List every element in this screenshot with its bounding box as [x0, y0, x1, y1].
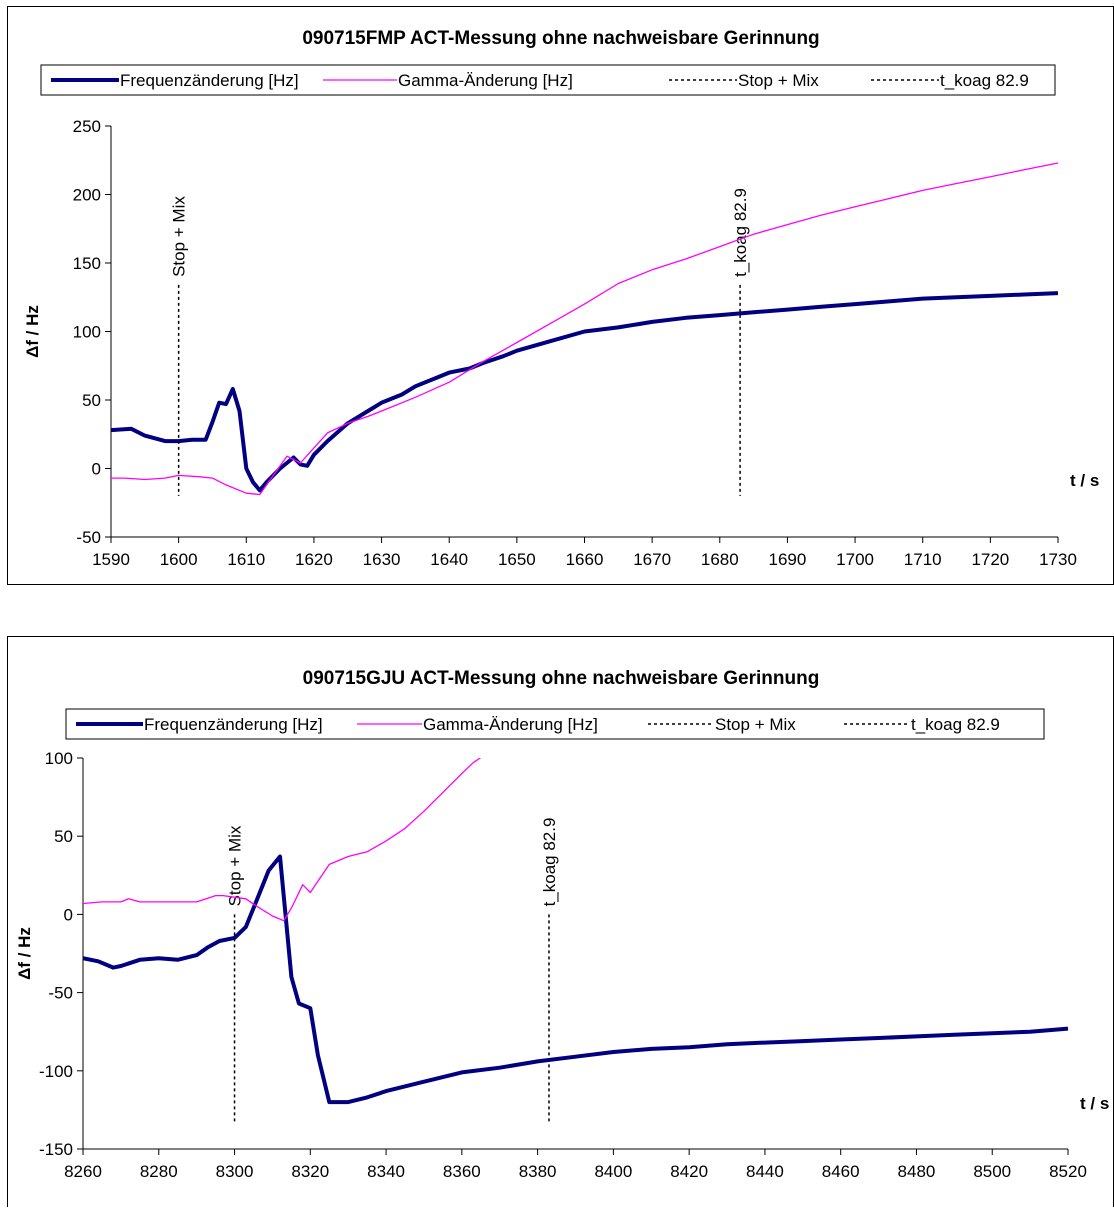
chart-title: 090715GJU ACT-Messung ohne nachweisbare …	[303, 668, 820, 689]
chart-panel-top: 090715FMP ACT-Messung ohne nachweisbare …	[7, 6, 1114, 585]
series-line-frequency	[83, 854, 1069, 1105]
legend-label-2: Stop + Mix	[738, 71, 819, 90]
legend-label-3: t_koag 82.9	[940, 71, 1029, 90]
x-tick-label: 1620	[295, 550, 333, 569]
y-tick-label: 0	[92, 460, 101, 479]
x-tick-label: 1640	[430, 550, 468, 569]
y-axis-label: Δf / Hz	[23, 305, 42, 358]
x-tick-label: 8520	[1049, 1162, 1087, 1181]
chart-bottom-svg: 090715GJU ACT-Messung ohne nachweisbare …	[15, 668, 1109, 1181]
x-tick-label: 8380	[519, 1162, 557, 1181]
legend-label-1: Gamma-Änderung [Hz]	[398, 71, 573, 90]
x-tick-label: 8340	[367, 1162, 405, 1181]
x-tick-label: 8440	[746, 1162, 784, 1181]
chart-0: 090715FMP ACT-Messung ohne nachweisbare …	[23, 28, 1099, 569]
x-tick-label: 8400	[594, 1162, 632, 1181]
x-tick-label: 1710	[904, 550, 942, 569]
x-tick-label: 1590	[92, 550, 130, 569]
x-tick-label: 1720	[971, 550, 1009, 569]
y-axis-label: Δf / Hz	[15, 927, 34, 980]
x-tick-label: 8320	[291, 1162, 329, 1181]
legend-label-0: Frequenzänderung [Hz]	[144, 715, 323, 734]
legend-box	[65, 708, 1045, 740]
series-group	[83, 758, 1069, 1105]
x-tick-label: 1660	[566, 550, 604, 569]
x-tick-label: 1690	[769, 550, 807, 569]
x-tick-label: 8260	[64, 1162, 102, 1181]
y-tick-label: 0	[64, 905, 73, 924]
y-tick-label: 250	[73, 117, 101, 136]
y-tick-label: -50	[48, 984, 73, 1003]
y-tick-label: -100	[39, 1062, 73, 1081]
y-tick-label: 200	[73, 186, 101, 205]
y-tick-label: 50	[82, 391, 101, 410]
legend-label-1: Gamma-Änderung [Hz]	[423, 715, 598, 734]
y-tick-label: -150	[39, 1140, 73, 1159]
x-tick-label: 8360	[443, 1162, 481, 1181]
series-group	[111, 162, 1059, 496]
x-tick-label: 1630	[363, 550, 401, 569]
x-tick-label: 8460	[822, 1162, 860, 1181]
x-tick-label: 1670	[633, 550, 671, 569]
legend-label-2: Stop + Mix	[715, 715, 796, 734]
y-tick-label: 50	[54, 827, 73, 846]
chart-title: 090715FMP ACT-Messung ohne nachweisbare …	[302, 28, 819, 49]
x-tick-label: 8280	[140, 1162, 178, 1181]
chart-top-svg: 090715FMP ACT-Messung ohne nachweisbare …	[23, 28, 1099, 569]
y-tick-label: 100	[73, 323, 101, 342]
y-tick-label: -50	[76, 528, 101, 547]
series-line-gamma	[83, 758, 482, 922]
x-tick-label: 8420	[670, 1162, 708, 1181]
legend-label-3: t_koag 82.9	[911, 715, 1000, 734]
legend-label-0: Frequenzänderung [Hz]	[120, 71, 299, 90]
chart-1: 090715GJU ACT-Messung ohne nachweisbare …	[15, 668, 1109, 1181]
x-tick-label: 1610	[227, 550, 265, 569]
x-tick-label: 8500	[973, 1162, 1011, 1181]
x-tick-label: 8480	[898, 1162, 936, 1181]
x-tick-label: 1600	[160, 550, 198, 569]
x-tick-label: 1650	[498, 550, 536, 569]
chart-panel-bottom: 090715GJU ACT-Messung ohne nachweisbare …	[7, 636, 1114, 1207]
marker-label-1: t_koag 82.9	[540, 818, 559, 907]
x-axis-label: t / s	[1070, 471, 1099, 490]
x-tick-label: 8300	[216, 1162, 254, 1181]
y-tick-label: 150	[73, 254, 101, 273]
marker-label-0: Stop + Mix	[226, 825, 245, 906]
x-tick-label: 1680	[701, 550, 739, 569]
series-line-frequency	[111, 291, 1059, 493]
legend: Frequenzänderung [Hz] Gamma-Änderung [Hz]…	[40, 64, 1056, 96]
y-tick-label: 100	[45, 749, 73, 768]
x-tick-label: 1730	[1039, 550, 1077, 569]
x-axis-label: t / s	[1080, 1094, 1109, 1113]
series-line-gamma	[111, 162, 1059, 496]
x-tick-label: 1700	[836, 550, 874, 569]
marker-label-0: Stop + Mix	[170, 196, 189, 277]
marker-label-1: t_koag 82.9	[731, 188, 750, 277]
legend: Frequenzänderung [Hz] Gamma-Änderung [Hz]…	[65, 708, 1045, 740]
